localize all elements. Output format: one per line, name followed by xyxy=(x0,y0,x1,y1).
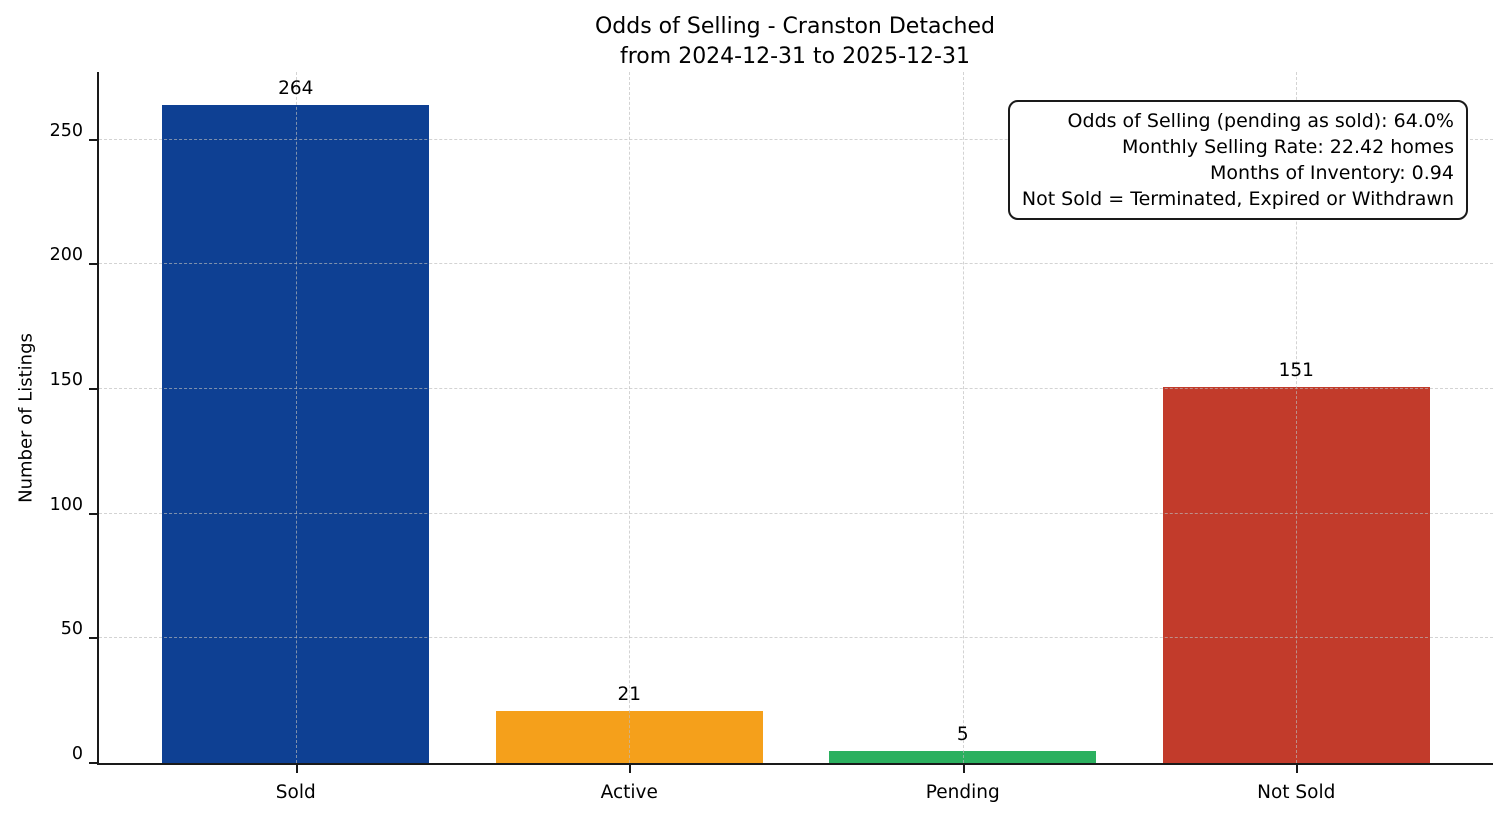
x-tick-label-sold: Sold xyxy=(275,782,316,803)
bar-sold xyxy=(162,104,430,763)
y-tick-mark-200 xyxy=(89,263,97,266)
y-tick-label-0: 0 xyxy=(71,744,83,764)
y-tick-mark-50 xyxy=(89,637,97,640)
bar-value-label-pending: 5 xyxy=(956,723,969,745)
y-tick-label-100: 100 xyxy=(49,494,83,515)
y-tick-mark-150 xyxy=(89,388,97,391)
v-gridline-active xyxy=(629,72,631,763)
y-axis-label: Number of Listings xyxy=(15,333,37,503)
x-tick-label-not-sold: Not Sold xyxy=(1257,782,1336,803)
y-tick-label-50: 50 xyxy=(60,619,83,640)
stat-not-sold-definition: Not Sold = Terminated, Expired or Withdr… xyxy=(1021,188,1454,210)
stat-odds-of-selling: Odds of Selling (pending as sold): 64.0% xyxy=(1067,110,1454,132)
stat-monthly-selling-rate: Monthly Selling Rate: 22.42 homes xyxy=(1121,136,1454,158)
bar-value-label-not-sold: 151 xyxy=(1278,359,1314,381)
y-tick-mark-250 xyxy=(89,138,97,141)
x-tick-mark-sold xyxy=(295,765,298,773)
bar-not-sold xyxy=(1162,386,1430,763)
bar-value-label-active: 21 xyxy=(617,683,642,705)
chart-title-line1: Odds of Selling - Cranston Detached xyxy=(594,14,995,39)
x-tick-mark-pending xyxy=(962,765,965,773)
plot-area: 0 50 100 150 200 250 264 Sold 21 Active 5 Pending 15… xyxy=(50,72,1493,803)
stat-months-of-inventory: Months of Inventory: 0.94 xyxy=(1210,162,1454,184)
x-tick-label-active: Active xyxy=(600,782,658,803)
y-tick-label-150: 150 xyxy=(49,370,83,391)
y-tick-mark-100 xyxy=(89,512,97,515)
chart-title-line2: from 2024-12-31 to 2025-12-31 xyxy=(620,44,970,69)
bar-value-label-sold: 264 xyxy=(278,77,314,99)
x-tick-mark-active xyxy=(629,765,632,773)
bar-active xyxy=(495,710,763,763)
y-tick-label-250: 250 xyxy=(49,120,83,141)
chart-title: Odds of Selling - Cranston Detached from… xyxy=(97,12,1493,72)
y-tick-label-200: 200 xyxy=(49,245,83,266)
y-tick-mark-0 xyxy=(89,762,97,764)
bar-pending xyxy=(829,750,1097,763)
stats-annotation-box: Odds of Selling (pending as sold): 64.0%… xyxy=(1007,100,1468,220)
v-gridline-pending xyxy=(962,72,964,763)
x-tick-mark-not-sold xyxy=(1296,765,1299,773)
x-tick-label-pending: Pending xyxy=(925,782,1000,803)
